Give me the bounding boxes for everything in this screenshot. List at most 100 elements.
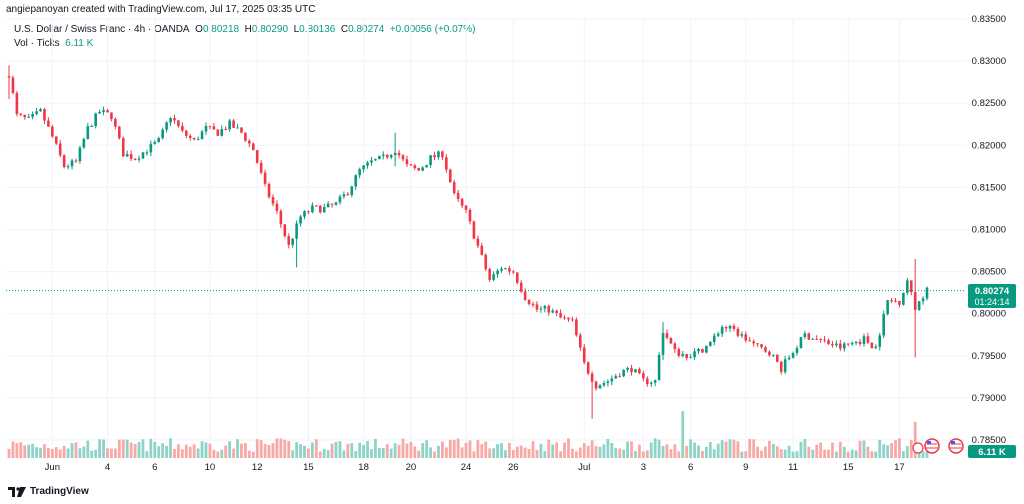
volume-bar xyxy=(62,445,66,458)
candle-body xyxy=(47,120,50,127)
volume-bar xyxy=(15,443,19,458)
candle-body xyxy=(153,141,157,144)
volume-bar xyxy=(362,444,365,458)
candle-body xyxy=(567,317,570,320)
time-tick-label: Jul xyxy=(578,462,590,473)
volume-bar xyxy=(464,442,468,458)
price-axis[interactable]: 0.83500 0.83000 0.82500 0.82000 0.81500 0.810… xyxy=(972,14,1006,446)
volume-badge-value: 6.11 K xyxy=(978,447,1006,458)
price-badge-box xyxy=(968,284,1016,308)
volume-bar xyxy=(259,440,263,458)
volume-bar xyxy=(835,451,838,458)
volume-bar xyxy=(704,446,708,458)
candle-body xyxy=(102,110,105,112)
volume-bar xyxy=(909,439,913,458)
candle-body xyxy=(27,116,30,118)
volume-bar xyxy=(732,439,736,458)
candle-body xyxy=(326,203,330,207)
volume-bar xyxy=(850,449,854,458)
volume-bar xyxy=(232,448,235,458)
volume-bar xyxy=(460,447,464,458)
candle-body xyxy=(779,361,783,372)
candle-body xyxy=(350,186,354,196)
candle-body xyxy=(653,380,657,383)
volume-bar xyxy=(488,448,492,458)
candle-body xyxy=(374,159,377,161)
volume-bar xyxy=(456,438,460,458)
volume-bar xyxy=(511,450,515,458)
candle-body xyxy=(894,300,897,302)
volume-bar xyxy=(409,441,413,458)
volume-bar xyxy=(251,451,255,458)
us-flag-icon[interactable] xyxy=(924,438,940,454)
time-tick-label: 4 xyxy=(105,462,110,473)
calendar-event-icon[interactable] xyxy=(912,442,924,454)
time-tick-label: 6 xyxy=(152,462,157,473)
candle-body xyxy=(342,194,346,197)
candle-body xyxy=(338,196,342,203)
volume-bar xyxy=(720,440,724,458)
volume-bar xyxy=(35,447,38,458)
volume-bar xyxy=(590,440,594,458)
time-tick-label: 11 xyxy=(788,462,798,473)
volume-bar xyxy=(307,448,310,458)
volume-bar xyxy=(653,438,657,458)
volume-bar xyxy=(452,439,456,458)
volume-bar xyxy=(905,446,909,458)
volume-bar xyxy=(681,411,685,458)
volume-bar xyxy=(649,442,653,458)
volume-bar xyxy=(228,441,232,458)
candle-body xyxy=(311,205,314,213)
volume-bar xyxy=(886,445,890,458)
legend-open-label: O xyxy=(195,24,203,35)
candle-body xyxy=(220,129,224,136)
time-axis[interactable]: Jun 4 6 10 12 15 18 20 24 26 Jul 3 6 9 11 15 17 xyxy=(45,462,905,473)
candle-body xyxy=(858,341,862,344)
candle-body xyxy=(827,340,830,345)
volume-bar xyxy=(519,445,523,458)
candle-body xyxy=(819,338,822,340)
volume-bar xyxy=(748,438,752,458)
candle-body xyxy=(669,337,673,344)
volume-bar xyxy=(795,451,799,458)
volume-bar xyxy=(515,446,519,458)
candle-body xyxy=(756,343,759,345)
volume-bar xyxy=(78,448,82,458)
volume-bar xyxy=(425,440,429,458)
swiss-flag-icon[interactable] xyxy=(948,438,964,454)
candle-body xyxy=(515,272,519,283)
candle-body xyxy=(728,325,732,329)
volume-bar xyxy=(669,449,673,458)
candle-body xyxy=(575,319,578,336)
candle-body xyxy=(271,196,275,204)
candle-body xyxy=(685,354,688,358)
legend-volume-label[interactable]: Vol · Ticks xyxy=(14,38,60,49)
volume-bar xyxy=(377,448,381,458)
candle-body xyxy=(614,376,618,379)
candle-body xyxy=(618,376,621,378)
candle-body xyxy=(397,152,401,156)
volume-bar xyxy=(586,445,590,458)
candle-body xyxy=(776,354,779,362)
volume-bar xyxy=(571,448,574,458)
candle-body xyxy=(452,182,456,194)
volume-bar xyxy=(161,443,165,458)
candle-body xyxy=(586,362,590,374)
candle-body xyxy=(23,114,27,118)
candle-body xyxy=(870,342,874,349)
volume-bar xyxy=(870,451,874,458)
legend-symbol[interactable]: U.S. Dollar / Swiss Franc · 4h · OANDA xyxy=(14,24,190,35)
candle-body xyxy=(610,378,614,382)
tradingview-logo[interactable]: TradingView xyxy=(8,486,89,497)
volume-bar xyxy=(220,449,224,458)
volume-bar xyxy=(169,438,172,458)
candle-body xyxy=(673,343,677,350)
legend-volume-row: Vol · Ticks 6.11 K xyxy=(14,37,475,51)
volume-bar xyxy=(500,443,503,458)
volume-bar xyxy=(638,444,641,458)
candle-body xyxy=(204,126,208,132)
volume-bar xyxy=(913,422,917,458)
volume-bar xyxy=(94,449,98,458)
volume-bar xyxy=(811,449,815,458)
